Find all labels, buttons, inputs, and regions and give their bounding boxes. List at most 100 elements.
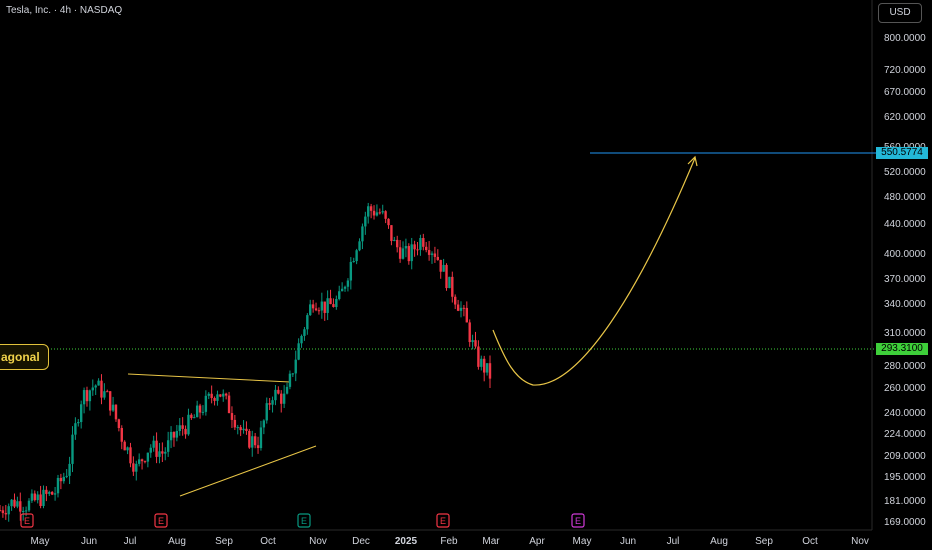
candle-body bbox=[245, 428, 248, 431]
candle-body bbox=[256, 445, 260, 449]
price-tick-label: 370.0000 bbox=[884, 274, 926, 285]
time-tick-label: Jul bbox=[124, 536, 137, 547]
candle-body bbox=[436, 256, 440, 260]
earnings-marker-icon[interactable] bbox=[154, 513, 168, 528]
projection-curve[interactable] bbox=[492, 157, 696, 386]
candle-body bbox=[433, 253, 437, 257]
time-tick-label: May bbox=[31, 536, 50, 547]
candle-body bbox=[346, 280, 350, 287]
candle-body bbox=[126, 447, 129, 451]
candle-body bbox=[16, 501, 19, 507]
candle-body bbox=[462, 307, 466, 309]
price-tick-label: 440.0000 bbox=[884, 219, 926, 230]
candles-group bbox=[0, 202, 492, 522]
candle-body bbox=[268, 403, 271, 405]
candle-body bbox=[271, 400, 274, 405]
price-tick-label: 310.0000 bbox=[884, 328, 926, 339]
candle-body bbox=[338, 291, 341, 300]
current-price-label: 293.3100 bbox=[876, 343, 928, 355]
price-tick-label: 280.0000 bbox=[884, 361, 926, 372]
candle-body bbox=[416, 249, 419, 251]
candle-body bbox=[53, 493, 57, 495]
candle-body bbox=[27, 500, 31, 511]
candle-body bbox=[13, 499, 16, 507]
candle-body bbox=[262, 420, 266, 428]
chart-title: Tesla, Inc. · 4h · NASDAQ bbox=[6, 5, 123, 16]
candle-body bbox=[288, 373, 292, 387]
candle-body bbox=[311, 304, 315, 309]
price-tick-label: 169.0000 bbox=[884, 517, 926, 528]
candle-body bbox=[195, 405, 199, 418]
pattern-annotation-tag[interactable]: agonal bbox=[0, 344, 49, 370]
earnings-marker-icon[interactable] bbox=[571, 513, 585, 528]
time-tick-label: Oct bbox=[260, 536, 276, 547]
candle-body bbox=[94, 385, 97, 388]
candle-body bbox=[294, 359, 297, 374]
earnings-marker-label: E bbox=[301, 516, 307, 526]
candle-body bbox=[24, 510, 28, 512]
price-tick-label: 480.0000 bbox=[884, 192, 926, 203]
candle-body bbox=[314, 308, 318, 311]
target-price-label: 550.5774 bbox=[876, 147, 928, 159]
candle-body bbox=[48, 491, 51, 494]
price-tick-label: 340.0000 bbox=[884, 299, 926, 310]
candle-body bbox=[106, 391, 109, 393]
candle-body bbox=[207, 393, 210, 396]
candle-body bbox=[135, 463, 138, 472]
candle-body bbox=[239, 427, 242, 431]
candle-body bbox=[222, 393, 225, 397]
currency-button[interactable]: USD bbox=[878, 3, 922, 23]
triangle-upper-trendline[interactable] bbox=[127, 373, 291, 383]
price-tick-label: 209.0000 bbox=[884, 451, 926, 462]
candle-body bbox=[329, 298, 332, 305]
candle-body bbox=[21, 510, 25, 512]
time-axis-ticks: May Jun Jul Aug Sep Oct Nov Dec 2025 Feb Mar Apr May… bbox=[31, 536, 869, 547]
time-tick-label: Sep bbox=[215, 536, 233, 547]
time-tick-label: Jul bbox=[667, 536, 680, 547]
candle-body bbox=[74, 423, 77, 435]
candle-body bbox=[181, 425, 184, 429]
candle-body bbox=[30, 493, 34, 501]
triangle-lower-trendline[interactable] bbox=[179, 445, 317, 497]
candle-body bbox=[451, 276, 454, 297]
candle-body bbox=[393, 239, 396, 241]
candle-body bbox=[65, 475, 68, 477]
price-axis-ticks: 800.0000720.0000670.0000620.0000560.0000… bbox=[884, 33, 926, 528]
earnings-marker-icon[interactable] bbox=[297, 513, 311, 528]
candle-body bbox=[224, 393, 228, 396]
candle-body bbox=[369, 206, 373, 211]
candle-body bbox=[146, 452, 150, 462]
candle-body bbox=[172, 431, 176, 438]
candle-body bbox=[398, 247, 402, 259]
time-tick-label: Mar bbox=[482, 536, 500, 547]
candle-body bbox=[384, 211, 387, 219]
candle-body bbox=[343, 286, 347, 289]
earnings-marker-icon[interactable] bbox=[20, 513, 34, 528]
candle-body bbox=[129, 447, 132, 464]
candle-body bbox=[396, 239, 399, 248]
candle-body bbox=[56, 477, 60, 494]
price-tick-label: 520.0000 bbox=[884, 167, 926, 178]
candle-body bbox=[427, 250, 431, 255]
candle-body bbox=[10, 499, 13, 507]
candle-body bbox=[291, 373, 295, 375]
candle-body bbox=[111, 404, 115, 411]
candle-body bbox=[335, 299, 338, 307]
earnings-marker-icon[interactable] bbox=[436, 513, 450, 528]
time-tick-label: May bbox=[573, 536, 592, 547]
price-tick-label: 181.0000 bbox=[884, 496, 926, 507]
candle-body bbox=[442, 264, 445, 272]
candle-body bbox=[236, 427, 239, 429]
candle-body bbox=[19, 501, 22, 512]
time-tick-label: Sep bbox=[755, 536, 773, 547]
candle-body bbox=[50, 491, 54, 495]
candle-body bbox=[253, 436, 257, 446]
time-tick-label: Jun bbox=[620, 536, 636, 547]
candle-body bbox=[340, 288, 344, 292]
candle-body bbox=[367, 206, 370, 217]
time-tick-label: Apr bbox=[529, 536, 545, 547]
candle-body bbox=[361, 226, 364, 242]
candle-body bbox=[474, 340, 477, 347]
candle-body bbox=[166, 440, 170, 452]
